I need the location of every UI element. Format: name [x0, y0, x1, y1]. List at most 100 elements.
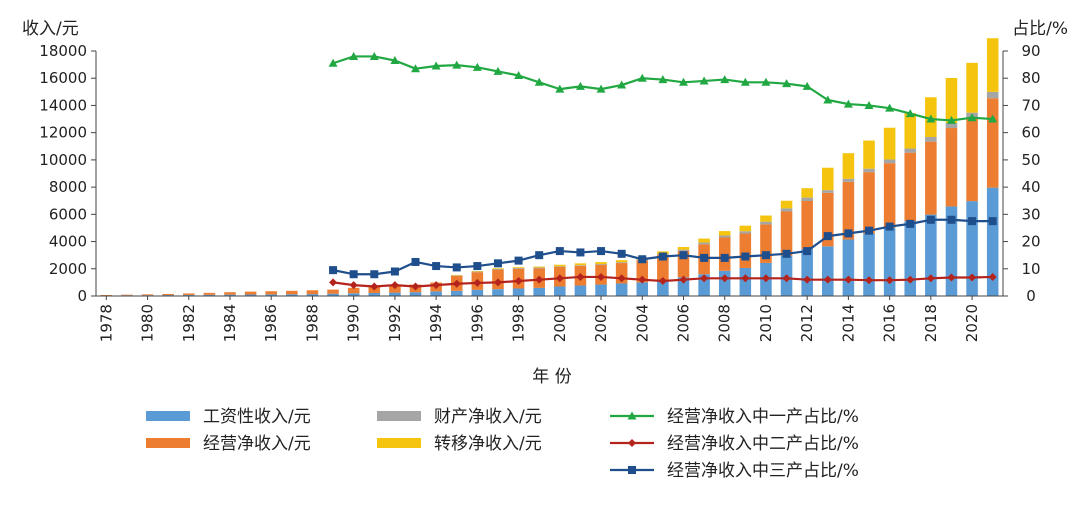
line-point: [370, 282, 379, 291]
line-point: [658, 252, 667, 261]
line-point: [865, 226, 874, 235]
y-right-tick-label: 50: [1021, 151, 1040, 169]
bar-segment: [286, 290, 298, 295]
bar-segment: [595, 262, 607, 265]
line-point: [555, 274, 564, 283]
bar-segment: [533, 287, 545, 296]
bar-segment: [925, 214, 937, 296]
bar-segment: [554, 264, 566, 267]
bar-segment: [203, 292, 216, 295]
bar-segment: [822, 167, 834, 191]
line-point: [782, 274, 791, 283]
y-right-tick-label: 20: [1021, 233, 1040, 251]
y-right-tick-label: 30: [1021, 205, 1040, 223]
bar-segment: [780, 208, 793, 212]
bar-segment: [389, 285, 401, 293]
line-point: [906, 219, 915, 228]
bar-segment: [966, 201, 978, 296]
bar-segment: [945, 77, 958, 123]
legend-label: 经营净收入/元: [203, 434, 311, 454]
bar-segment: [925, 141, 937, 215]
bar-segment: [615, 263, 628, 284]
line-point: [349, 281, 358, 290]
line-point: [761, 274, 770, 283]
line-point: [596, 84, 606, 93]
line-path: [332, 55, 993, 122]
bar-segment: [492, 268, 504, 269]
x-tick-label: 1996: [468, 304, 486, 342]
line-point: [720, 274, 729, 283]
bar-segment: [368, 293, 381, 296]
bar-segment: [801, 188, 813, 198]
bar-segment: [863, 168, 875, 173]
bar-segment: [492, 289, 504, 296]
line-point: [432, 281, 441, 290]
x-tick-label: 1986: [262, 304, 280, 342]
line-point: [720, 75, 730, 84]
bar-segment: [182, 293, 195, 295]
line-point: [803, 275, 812, 284]
line-point: [678, 77, 688, 86]
bar-segment: [347, 287, 360, 294]
y-left-tick-label: 10000: [39, 151, 87, 169]
x-tick-label: 2014: [839, 304, 857, 342]
bar-segment: [409, 292, 422, 296]
bar-segment: [780, 211, 793, 256]
line-point: [803, 247, 812, 256]
line-point: [432, 262, 441, 271]
bar-segment: [883, 163, 896, 228]
bar-segment: [904, 113, 917, 149]
line-point: [535, 275, 544, 284]
bar-segment: [141, 294, 154, 296]
line-point: [370, 270, 379, 279]
legend-swatch: [146, 438, 190, 448]
bar-segment: [883, 127, 896, 160]
line-point: [411, 64, 421, 73]
x-tick-label: 2008: [716, 304, 734, 342]
bar-segment: [636, 282, 649, 296]
bar-segment: [863, 140, 875, 169]
line-point: [576, 248, 585, 257]
bar-segment: [306, 290, 319, 295]
x-tick-label: 1984: [221, 304, 239, 342]
line-point: [699, 76, 709, 85]
bar-segment: [863, 233, 875, 296]
bar-segment: [471, 271, 484, 273]
bar-segment: [471, 271, 484, 272]
line-point: [823, 275, 832, 284]
line-point: [865, 276, 874, 285]
y-left-tick-label: 18000: [39, 42, 87, 60]
y-left-tick-label: 0: [77, 287, 87, 305]
bar-segment: [224, 292, 236, 295]
line-point: [472, 62, 482, 71]
bar-segment: [574, 265, 587, 266]
y-right-tick-label: 40: [1021, 178, 1040, 196]
y-left-tick-label: 16000: [39, 69, 87, 87]
bar-segment: [801, 249, 813, 296]
bar-segment: [574, 263, 587, 266]
y-right-tick-label: 70: [1021, 96, 1040, 114]
bar-segment: [265, 294, 277, 296]
y-axis-right-title: 占比/%: [1012, 19, 1068, 39]
y-right-tick-label: 90: [1021, 42, 1040, 60]
bar-segment: [966, 118, 978, 202]
line-point: [741, 274, 750, 283]
line-point: [431, 61, 441, 70]
line-point: [390, 267, 399, 276]
bar-segment: [677, 277, 690, 296]
line-point: [555, 247, 564, 256]
line-point: [597, 272, 606, 281]
x-tick-label: 2000: [551, 304, 569, 342]
x-axis-title: 年 份: [532, 367, 571, 387]
bar-segment: [182, 294, 195, 296]
y-left-tick-label: 6000: [49, 205, 87, 223]
line-point: [576, 272, 585, 281]
bar-segment: [883, 159, 896, 164]
line-point: [679, 275, 688, 284]
line-point: [864, 100, 874, 109]
bar-segment: [636, 260, 649, 283]
bar-segment: [121, 294, 133, 296]
bar-segment: [801, 197, 813, 201]
bar-segment: [512, 268, 525, 269]
